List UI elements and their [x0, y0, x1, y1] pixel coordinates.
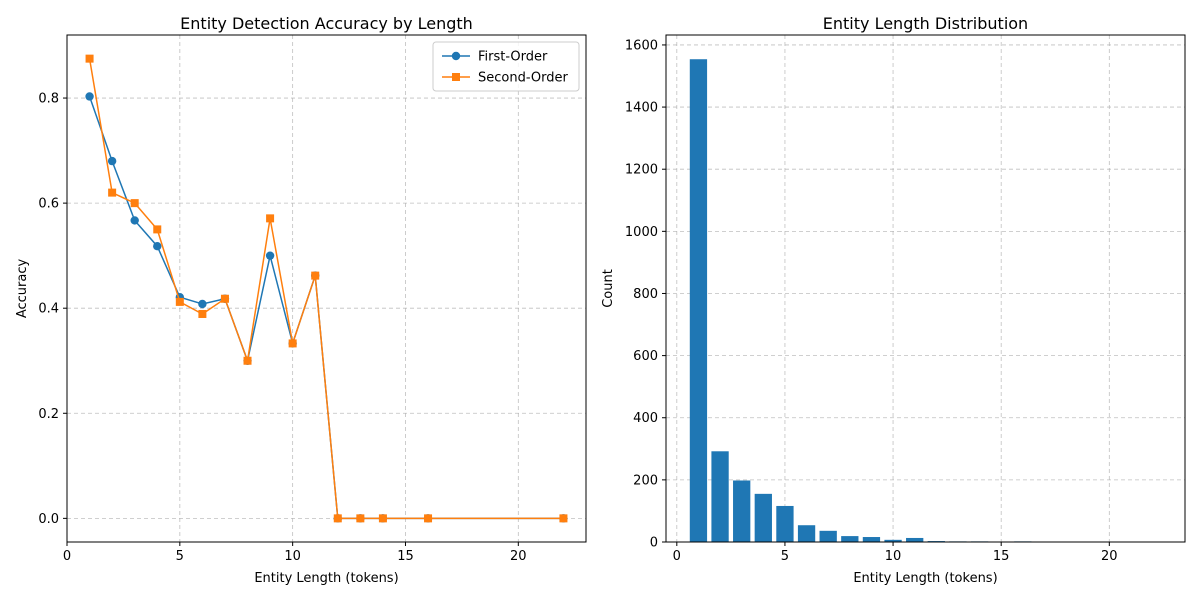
y-tick-label: 200 — [633, 473, 658, 488]
y-tick-label: 0.8 — [38, 92, 59, 107]
y-tick-label: 1200 — [625, 163, 658, 178]
legend: First-Order Second-Order — [432, 41, 580, 92]
y-tick-label: 600 — [633, 349, 658, 364]
bar — [841, 536, 859, 542]
grid-lines — [666, 35, 1185, 543]
tick-layer: 0 5 10 15 20 0.0 0.2 0.4 0.6 0.8 — [38, 92, 526, 564]
x-tick-label: 10 — [885, 549, 902, 564]
data-point-first-order — [107, 156, 117, 166]
data-point-first-order — [130, 216, 139, 225]
x-tick-label: 0 — [673, 549, 681, 564]
chart-title: Entity Detection Accuracy by Length — [180, 14, 473, 33]
data-point-first-order — [198, 299, 207, 309]
data-point-second-order — [243, 356, 252, 365]
data-point-first-order — [85, 92, 94, 101]
data-point-second-order — [220, 294, 229, 303]
legend-label-second-order: Second-Order — [478, 71, 568, 86]
data-point-second-order — [198, 309, 207, 318]
y-tick-label: 0 — [650, 536, 658, 551]
data-layer — [689, 59, 1162, 542]
plot-frame — [665, 34, 1186, 543]
data-point-second-order — [175, 297, 184, 306]
y-tick-label: 1600 — [625, 38, 658, 53]
y-tick-label: 800 — [633, 287, 658, 302]
legend-marker-first-order — [451, 51, 461, 61]
bar — [754, 493, 772, 542]
legend-marker-second-order — [452, 73, 460, 81]
bar — [797, 525, 816, 542]
grid-lines — [66, 35, 586, 542]
bar — [884, 539, 902, 542]
data-point-first-order — [153, 242, 162, 251]
data-point-second-order — [333, 514, 342, 523]
y-tick-label: 1000 — [625, 225, 658, 240]
data-point-second-order — [378, 514, 387, 523]
chart-title: Entity Length Distribution — [823, 14, 1028, 33]
data-point-first-order — [265, 251, 275, 260]
y-tick-label: 1400 — [625, 101, 658, 116]
data-point-second-order — [266, 214, 275, 223]
x-tick-label: 0 — [63, 549, 71, 564]
x-tick-label: 5 — [176, 549, 184, 564]
x-tick-label: 15 — [993, 549, 1010, 564]
bar — [906, 537, 924, 542]
legend-frame — [432, 41, 580, 92]
data-layer — [85, 54, 568, 523]
bar — [733, 480, 751, 542]
bar — [819, 530, 837, 542]
bar — [776, 505, 794, 542]
y-tick-label: 0.6 — [38, 197, 59, 212]
x-tick-label: 5 — [781, 549, 789, 564]
data-point-second-order — [311, 271, 320, 280]
data-point-second-order — [356, 514, 365, 523]
data-point-second-order — [108, 188, 117, 197]
data-point-second-order — [424, 514, 433, 523]
y-tick-label: 0.4 — [38, 302, 59, 317]
data-point-second-order — [559, 514, 568, 523]
data-point-second-order — [153, 225, 162, 234]
bar — [689, 59, 708, 542]
y-tick-label: 0.2 — [38, 407, 59, 422]
y-axis-label: Accuracy — [15, 259, 30, 319]
data-point-second-order — [85, 54, 94, 63]
data-point-second-order — [288, 339, 297, 348]
y-tick-label: 400 — [633, 411, 658, 426]
x-tick-label: 10 — [284, 549, 301, 564]
bar — [862, 537, 881, 542]
x-tick-label: 20 — [510, 549, 527, 564]
bar — [711, 451, 729, 542]
x-tick-label: 15 — [397, 549, 414, 564]
x-axis-label: Entity Length (tokens) — [853, 571, 997, 586]
legend-label-first-order: First-Order — [478, 50, 548, 65]
data-point-second-order — [130, 199, 139, 208]
accuracy-line-chart: 0 5 10 15 20 0.0 0.2 0.4 0.6 0.8 Entity Detection… — [15, 14, 587, 586]
plot-frame — [66, 34, 587, 543]
y-axis-label: Count — [601, 269, 616, 308]
series-line-second-order — [88, 58, 564, 520]
y-tick-label: 0.0 — [38, 512, 59, 527]
x-axis-label: Entity Length (tokens) — [254, 571, 398, 586]
x-tick-label: 20 — [1101, 549, 1118, 564]
